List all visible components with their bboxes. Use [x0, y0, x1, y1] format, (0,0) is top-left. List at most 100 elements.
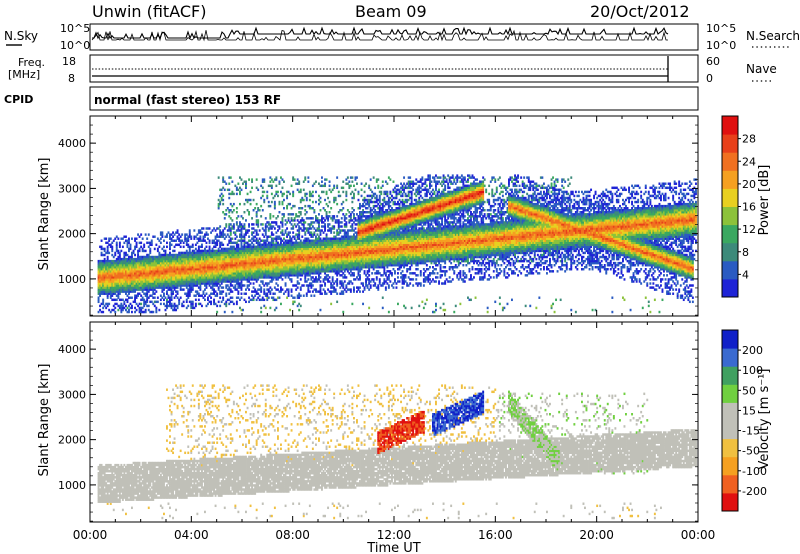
power-cell [295, 213, 298, 216]
power-cell [167, 278, 170, 281]
power-cell [298, 274, 301, 277]
power-cell [216, 233, 219, 236]
power-cell [223, 227, 226, 230]
power-cell [135, 284, 138, 287]
power-cell [258, 257, 261, 261]
power-cell [117, 255, 120, 259]
power-cell [211, 280, 214, 283]
power-cell [184, 274, 187, 277]
power-cell [105, 286, 108, 289]
power-cell [202, 237, 205, 240]
power-cell [278, 182, 281, 185]
power-cell [242, 227, 244, 230]
power-cell [275, 261, 278, 265]
power-cell [146, 270, 149, 273]
power-cell [150, 274, 153, 277]
power-cell [263, 178, 266, 181]
power-cell [286, 241, 289, 245]
power-cell [173, 257, 176, 261]
power-cell [193, 278, 196, 281]
power-cell [134, 247, 137, 251]
power-cell [187, 276, 190, 279]
power-cell [229, 249, 232, 253]
power-cell [228, 223, 231, 226]
power-cell [220, 276, 223, 279]
power-cell [201, 268, 203, 271]
power-cell [156, 247, 159, 251]
power-cell [273, 202, 276, 206]
power-cell [181, 266, 184, 269]
power-cell [176, 274, 179, 277]
power-cell [191, 264, 194, 267]
power-cell [158, 278, 161, 281]
power-cell [245, 247, 247, 251]
power-cell [103, 253, 106, 257]
power-cell [213, 268, 216, 271]
power-cell [304, 231, 307, 234]
power-cell [254, 264, 257, 267]
power-cell [342, 180, 345, 183]
power-cell [302, 241, 305, 245]
power-cell [111, 290, 114, 293]
power-cell [356, 182, 358, 185]
power-cell [299, 257, 302, 261]
power-cell [184, 266, 187, 269]
power-cell [211, 264, 214, 267]
power-cell [246, 278, 249, 281]
power-cell [176, 229, 179, 232]
power-cell [263, 261, 266, 265]
power-cell [202, 292, 205, 295]
power-cell [308, 266, 311, 269]
power-cell [188, 268, 191, 271]
power-cell [243, 270, 246, 273]
power-cell [123, 302, 126, 306]
power-cell [290, 272, 293, 275]
power-cell [231, 247, 234, 251]
power-cell [179, 270, 182, 273]
power-cell [255, 241, 258, 245]
power-cell [111, 249, 114, 253]
power-cell [281, 245, 284, 249]
power-cell [146, 264, 149, 267]
power-cell [108, 282, 111, 285]
power-cell [305, 280, 308, 283]
power-cell [232, 261, 235, 265]
power-cell [243, 259, 246, 263]
power-cell [237, 292, 240, 295]
power-cell [270, 249, 273, 253]
power-cell [264, 245, 267, 249]
power-cell [213, 288, 216, 291]
power-cell [197, 274, 200, 277]
power-cell [339, 194, 342, 198]
power-cell [269, 276, 272, 279]
power-cell [175, 243, 178, 247]
power-cell [226, 270, 229, 273]
power-cell [167, 280, 170, 283]
power-cell [267, 272, 270, 275]
power-cell [220, 264, 223, 267]
power-cell [147, 274, 150, 277]
power-cell [270, 225, 273, 228]
power-cell [280, 259, 282, 263]
power-cell [242, 266, 244, 269]
power-cell [255, 272, 258, 275]
power-cell [290, 227, 293, 230]
power-cell [226, 274, 229, 277]
power-cell [123, 274, 126, 277]
power-cell [307, 249, 310, 253]
power-cell [159, 237, 162, 240]
power-cell [185, 298, 188, 302]
power-cell [301, 264, 304, 267]
power-cell [281, 278, 284, 281]
power-cell [272, 245, 275, 249]
power-cell [103, 282, 106, 285]
power-cell [138, 276, 141, 279]
power-cell [163, 276, 165, 279]
power-cell [264, 306, 267, 310]
power-cell [232, 227, 235, 230]
power-cell [277, 268, 279, 271]
power-cell [283, 259, 285, 263]
power-cell [302, 198, 305, 202]
power-cell [296, 253, 299, 257]
power-cell [166, 304, 168, 308]
